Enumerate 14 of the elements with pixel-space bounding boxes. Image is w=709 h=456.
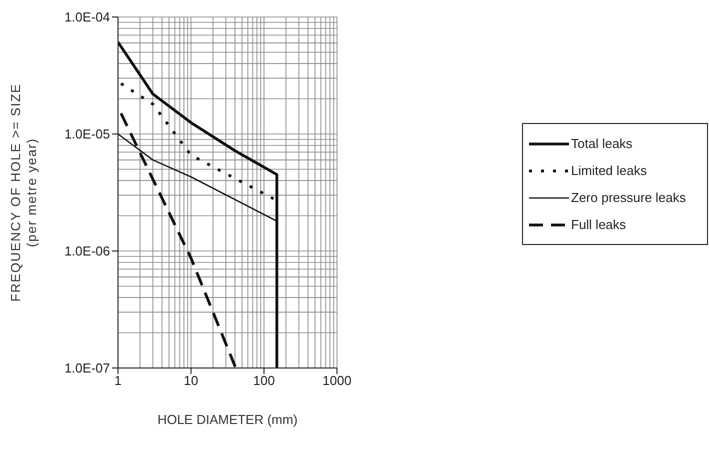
legend-label: Zero pressure leaks xyxy=(571,190,686,205)
x-tick-label: 1 xyxy=(114,373,122,388)
legend-label: Limited leaks xyxy=(571,163,647,178)
legend-label: Total leaks xyxy=(571,136,632,151)
legend-label: Full leaks xyxy=(571,217,626,232)
y-tick-label: 1.0E-07 xyxy=(64,360,110,376)
x-axis-title: HOLE DIAMETER (mm) xyxy=(157,412,298,427)
y-axis-title: FREQUENCY OF HOLE >= SIZE (per metre year) xyxy=(8,83,39,302)
y-tick-label: 1.0E-05 xyxy=(64,126,110,142)
y-tick-label: 1.0E-04 xyxy=(64,10,110,25)
y-tick-label: 1.0E-06 xyxy=(64,244,110,259)
x-tick-label: 100 xyxy=(253,373,275,388)
x-tick-label: 1000 xyxy=(322,373,352,388)
x-tick-label: 10 xyxy=(184,373,198,388)
